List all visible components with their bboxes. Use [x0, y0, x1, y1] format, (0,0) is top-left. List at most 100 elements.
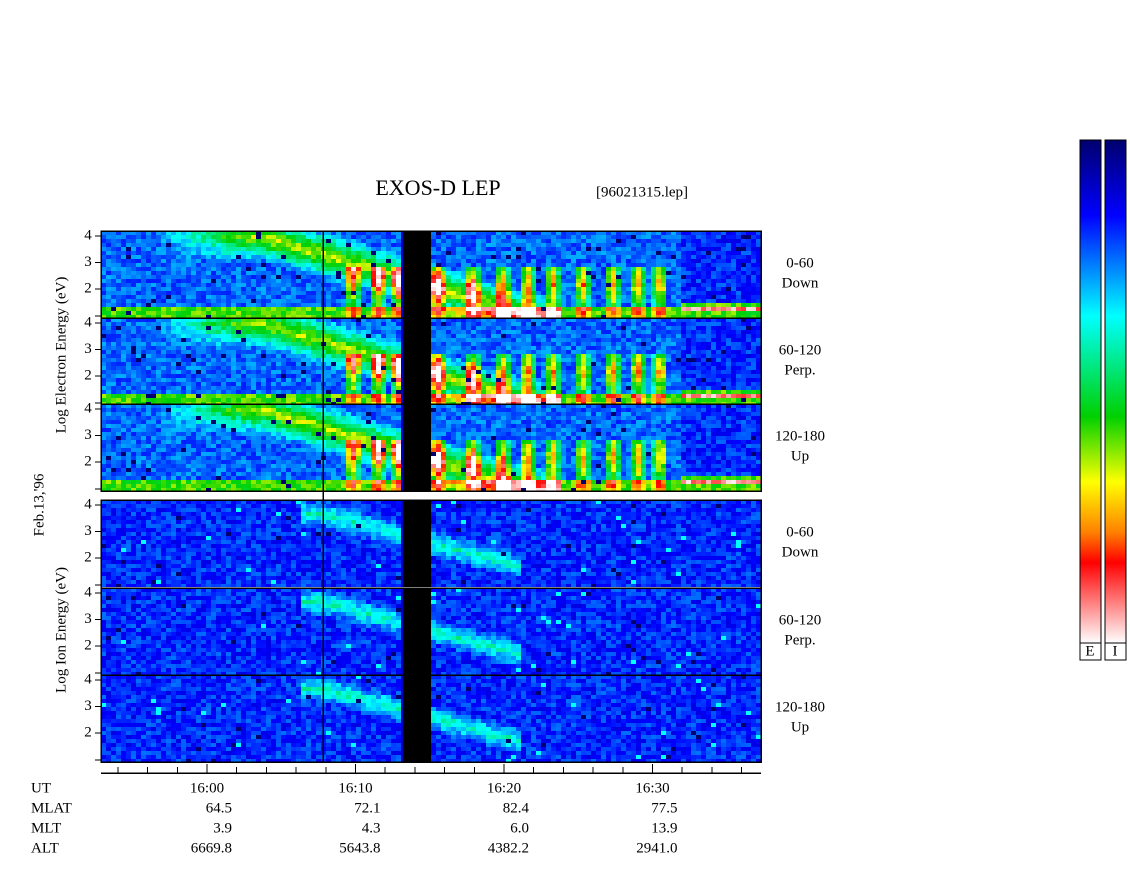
spectrogram-cell	[136, 350, 141, 354]
spectrogram-cell	[306, 299, 311, 303]
spectrogram-cell	[676, 358, 681, 362]
spectrogram-cell	[261, 315, 266, 318]
spectrogram-cell	[751, 315, 756, 318]
spectrogram-cell	[571, 283, 576, 287]
spectrogram-cell	[531, 291, 536, 295]
spectrogram-cell	[296, 370, 301, 374]
spectrogram-cell	[301, 251, 306, 255]
spectrogram-cell	[651, 378, 656, 382]
spectrogram-cell	[186, 354, 191, 358]
spectrogram-cell	[486, 243, 491, 247]
spectrogram-cell	[746, 251, 751, 255]
spectrogram-cell	[586, 299, 591, 303]
spectrogram-cell	[681, 267, 686, 271]
spectrogram-cell	[596, 235, 601, 239]
spectrogram-cell	[596, 354, 601, 358]
spectrogram-cell	[461, 374, 466, 378]
spectrogram-cell	[491, 362, 496, 366]
spectrogram-cell	[376, 342, 381, 346]
spectrogram-cell	[506, 275, 511, 279]
spectrogram-cell	[706, 354, 711, 358]
spectrogram-cell	[581, 358, 586, 362]
spectrogram-cell	[596, 346, 601, 350]
spectrogram-cell	[681, 362, 686, 366]
spectrogram-cell	[751, 318, 756, 322]
spectrogram-cell	[331, 311, 336, 315]
spectrogram-cell	[671, 378, 676, 382]
spectrogram-cell	[166, 366, 171, 370]
spectrogram-cell	[291, 358, 296, 362]
spectrogram-cell	[586, 311, 591, 315]
spectrogram-cell	[336, 279, 341, 283]
spectrogram-cell	[716, 247, 721, 251]
spectrogram-cell	[381, 354, 386, 358]
spectrogram-cell	[131, 338, 136, 342]
spectrogram-cell	[266, 239, 271, 243]
spectrogram-cell	[746, 271, 751, 275]
spectrogram-cell	[211, 334, 216, 338]
spectrogram-cell	[126, 259, 131, 263]
spectrogram-cell	[541, 247, 546, 251]
spectrogram-cell	[161, 275, 166, 279]
spectrogram-cell	[546, 362, 551, 366]
spectrogram-cell	[736, 247, 741, 251]
spectrogram-cell	[456, 350, 461, 354]
spectrogram-cell	[481, 374, 486, 378]
spectrogram-cell	[611, 374, 616, 378]
spectrogram-cell	[146, 346, 151, 350]
spectrogram-cell	[211, 342, 216, 346]
spectrogram-cell	[641, 291, 646, 295]
spectrogram-cell	[681, 275, 686, 279]
spectrogram-cell	[366, 366, 371, 370]
spectrogram-cell	[186, 315, 191, 318]
spectrogram-cell	[376, 334, 381, 338]
spectrogram-cell	[471, 231, 476, 235]
spectrogram-cell	[236, 354, 241, 358]
spectrogram-cell	[346, 275, 351, 279]
spectrogram-cell	[281, 322, 286, 326]
spectrogram-cell	[371, 287, 376, 291]
spectrogram-cell	[706, 235, 711, 239]
spectrogram-cell	[641, 303, 646, 307]
spectrogram-cell	[436, 334, 441, 338]
spectrogram-cell	[501, 342, 506, 346]
spectrogram-cell	[231, 271, 236, 275]
spectrogram-cell	[281, 338, 286, 342]
spectrogram-cell	[331, 303, 336, 307]
spectrogram-cell	[541, 279, 546, 283]
spectrogram-cell	[171, 239, 176, 243]
spectrogram-cell	[231, 382, 236, 386]
spectrogram-cell	[171, 275, 176, 279]
spectrogram-cell	[526, 315, 531, 318]
spectrogram-cell	[676, 231, 681, 235]
spectrogram-cell	[431, 370, 436, 374]
spectrogram-cell	[241, 267, 246, 271]
spectrogram-cell	[481, 330, 486, 334]
spectrogram-cell	[661, 354, 666, 358]
spectrogram-cell	[381, 259, 386, 263]
spectrogram-cell	[701, 287, 706, 291]
spectrogram-cell	[386, 303, 391, 307]
spectrogram-cell	[156, 235, 161, 239]
spectrogram-cell	[636, 358, 641, 362]
spectrogram-cell	[541, 291, 546, 295]
spectrogram-cell	[281, 370, 286, 374]
spectrogram-cell	[136, 370, 141, 374]
spectrogram-cell	[291, 267, 296, 271]
spectrogram-cell	[686, 267, 691, 271]
spectrogram-cell	[206, 318, 211, 322]
spectrogram-cell	[611, 382, 616, 386]
spectrogram-cell	[301, 315, 306, 318]
spectrogram-cell	[496, 299, 501, 303]
spectrogram-cell	[476, 259, 481, 263]
spectrogram-cell	[186, 307, 191, 311]
spectrogram-cell	[251, 322, 256, 326]
spectrogram-cell	[386, 275, 391, 279]
spectrogram-cell	[256, 346, 261, 350]
spectrogram-cell	[121, 326, 126, 330]
spectrogram-cell	[446, 263, 451, 267]
spectrogram-cell	[281, 386, 286, 390]
spectrogram-cell	[206, 287, 211, 291]
spectrogram-cell	[531, 259, 536, 263]
spectrogram-cell	[346, 378, 351, 382]
